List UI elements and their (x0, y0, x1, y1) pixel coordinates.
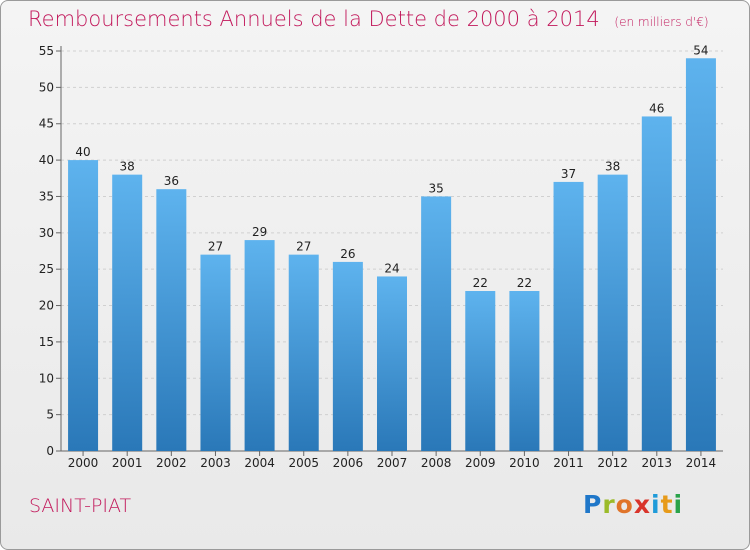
bars (68, 58, 716, 452)
data-label: 36 (164, 174, 179, 188)
data-label: 27 (296, 240, 311, 254)
bar (112, 174, 143, 452)
y-tick-label: 40 (39, 153, 54, 167)
bar (332, 261, 363, 451)
data-label: 40 (75, 145, 90, 159)
data-label: 29 (252, 225, 267, 239)
x-tick-label: 2013 (642, 456, 673, 470)
data-label: 38 (605, 160, 620, 174)
y-tick-label: 10 (39, 371, 54, 385)
y-tick-label: 5 (46, 408, 54, 422)
logo-letter: t (660, 490, 674, 519)
x-tick-label: 2008 (421, 456, 452, 470)
logo-letter: i (673, 490, 684, 519)
x-tick-label: 2010 (509, 456, 540, 470)
x-tick-label: 2003 (200, 456, 231, 470)
data-label: 38 (120, 160, 135, 174)
bar (421, 196, 452, 451)
y-tick-label: 30 (39, 226, 54, 240)
logo-letter: i (651, 490, 661, 519)
x-tick-label: 2002 (156, 456, 187, 470)
bar (288, 254, 319, 451)
y-tick-label: 20 (39, 299, 54, 313)
x-tick-label: 2004 (244, 456, 275, 470)
x-tick-label: 2007 (377, 456, 408, 470)
x-tick-label: 2012 (597, 456, 628, 470)
data-label: 26 (340, 247, 355, 261)
bar (465, 291, 496, 451)
logo-letter: x (633, 490, 651, 519)
bar (597, 174, 628, 452)
labels: 40 38 36 27 29 27 26 24 35 22 22 37 38 46 54 (75, 43, 708, 290)
bar (156, 189, 187, 451)
x-tick-label: 2000 (68, 456, 99, 470)
x-tick-label: 2009 (465, 456, 496, 470)
data-label: 24 (384, 261, 399, 275)
x-tick-label: 2006 (333, 456, 364, 470)
proxiti-logo[interactable]: Proxiti (583, 490, 683, 519)
logo-letter: P (583, 490, 603, 519)
data-label: 46 (649, 101, 664, 115)
chart-title-text: Remboursements Annuels de la Dette de 20… (28, 7, 600, 31)
town-name: SAINT-PIAT (29, 495, 132, 517)
data-label: 22 (473, 276, 488, 290)
chart-subtitle: (en milliers d'€) (614, 15, 709, 29)
bar (685, 58, 716, 451)
bar (641, 116, 672, 452)
bar (244, 240, 275, 451)
y-tick-label: 15 (39, 335, 54, 349)
bar (553, 181, 584, 451)
logo-letter: o (615, 490, 634, 519)
data-label: 37 (561, 167, 576, 181)
data-label: 27 (208, 240, 223, 254)
logo-letter: r (602, 490, 616, 519)
data-label: 54 (693, 43, 708, 57)
y-tick-label: 35 (39, 189, 54, 203)
chart-title: Remboursements Annuels de la Dette de 20… (28, 7, 709, 31)
x-tick-label: 2005 (288, 456, 319, 470)
data-label: 22 (517, 276, 532, 290)
y-tick-label: 25 (39, 262, 54, 276)
bar (377, 276, 407, 451)
bar (68, 160, 99, 451)
y-tick-label: 50 (39, 80, 54, 94)
axes: 0 5 10 15 20 25 30 35 40 45 50 55 2000 2001 2002 2003 20… (39, 44, 723, 470)
bar (200, 254, 231, 451)
x-tick-label: 2011 (553, 456, 584, 470)
x-tick-label: 2001 (112, 456, 143, 470)
y-tick-label: 55 (39, 44, 54, 58)
y-tick-label: 0 (46, 444, 54, 458)
x-tick-label: 2014 (686, 456, 717, 470)
data-label: 35 (428, 181, 443, 195)
y-tick-label: 45 (39, 117, 54, 131)
bar (509, 291, 540, 451)
